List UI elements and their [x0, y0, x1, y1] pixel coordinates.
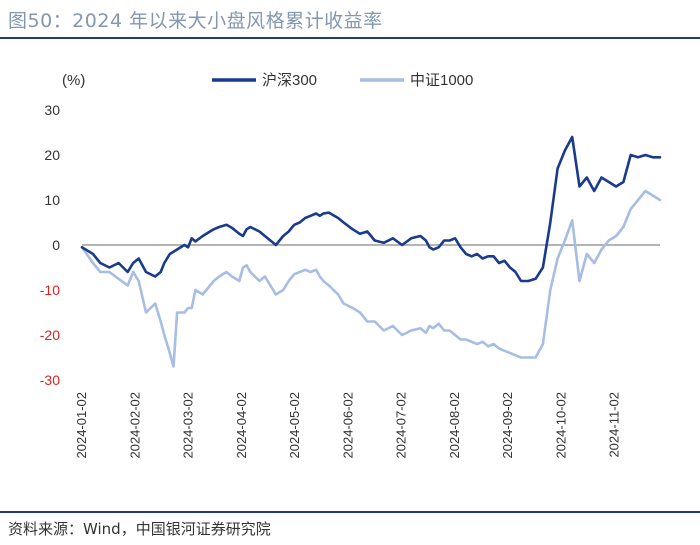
figure-title: 图50：2024 年以来大小盘风格累计收益率: [8, 10, 383, 32]
y-tick-label: 0: [52, 237, 60, 253]
x-tick-label: 2024-02-02: [127, 392, 142, 459]
x-tick-label: 2024-06-02: [340, 392, 355, 459]
x-tick-label: 2024-01-02: [74, 392, 89, 459]
x-tick-label: 2024-05-02: [287, 392, 302, 459]
x-tick-label: 2024-03-02: [181, 392, 196, 459]
y-tick-label: -10: [40, 282, 60, 298]
y-tick-label: 10: [44, 192, 60, 208]
title-divider: [0, 37, 700, 39]
x-tick-label: 2024-08-02: [447, 392, 462, 459]
source-divider: [0, 511, 700, 513]
x-tick-label: 2024-10-02: [553, 392, 568, 459]
legend: 沪深300 中证1000: [212, 72, 473, 89]
x-tick-label: 2024-11-02: [607, 392, 622, 458]
legend-label-hs300: 沪深300: [262, 72, 317, 89]
y-axis-unit-label: (%): [62, 72, 85, 89]
x-tick-label: 2024-07-02: [394, 392, 409, 459]
series-lines: [80, 135, 662, 368]
y-tick-label: -30: [40, 372, 60, 388]
x-tick-label: 2024-09-02: [500, 392, 515, 459]
line-chart: (%) 沪深300 中证1000 30 20 10 0 -10 -20 -30 2024-01…: [40, 72, 662, 459]
source-note: 资料来源：Wind，中国银河证券研究院: [8, 520, 271, 538]
y-tick-label: 20: [44, 147, 60, 163]
x-axis: 2024-01-02 2024-02-02 2024-03-02 2024-04-02…: [74, 244, 660, 459]
y-ticks: 30 20 10 0 -10 -20 -30: [40, 102, 60, 388]
y-tick-label: 30: [44, 102, 60, 118]
y-tick-label: -20: [40, 327, 60, 343]
x-tick-label: 2024-04-02: [234, 392, 249, 459]
series-line-hs300: [80, 135, 662, 283]
series-line-zz1000: [80, 189, 662, 368]
legend-label-zz1000: 中证1000: [410, 72, 473, 89]
